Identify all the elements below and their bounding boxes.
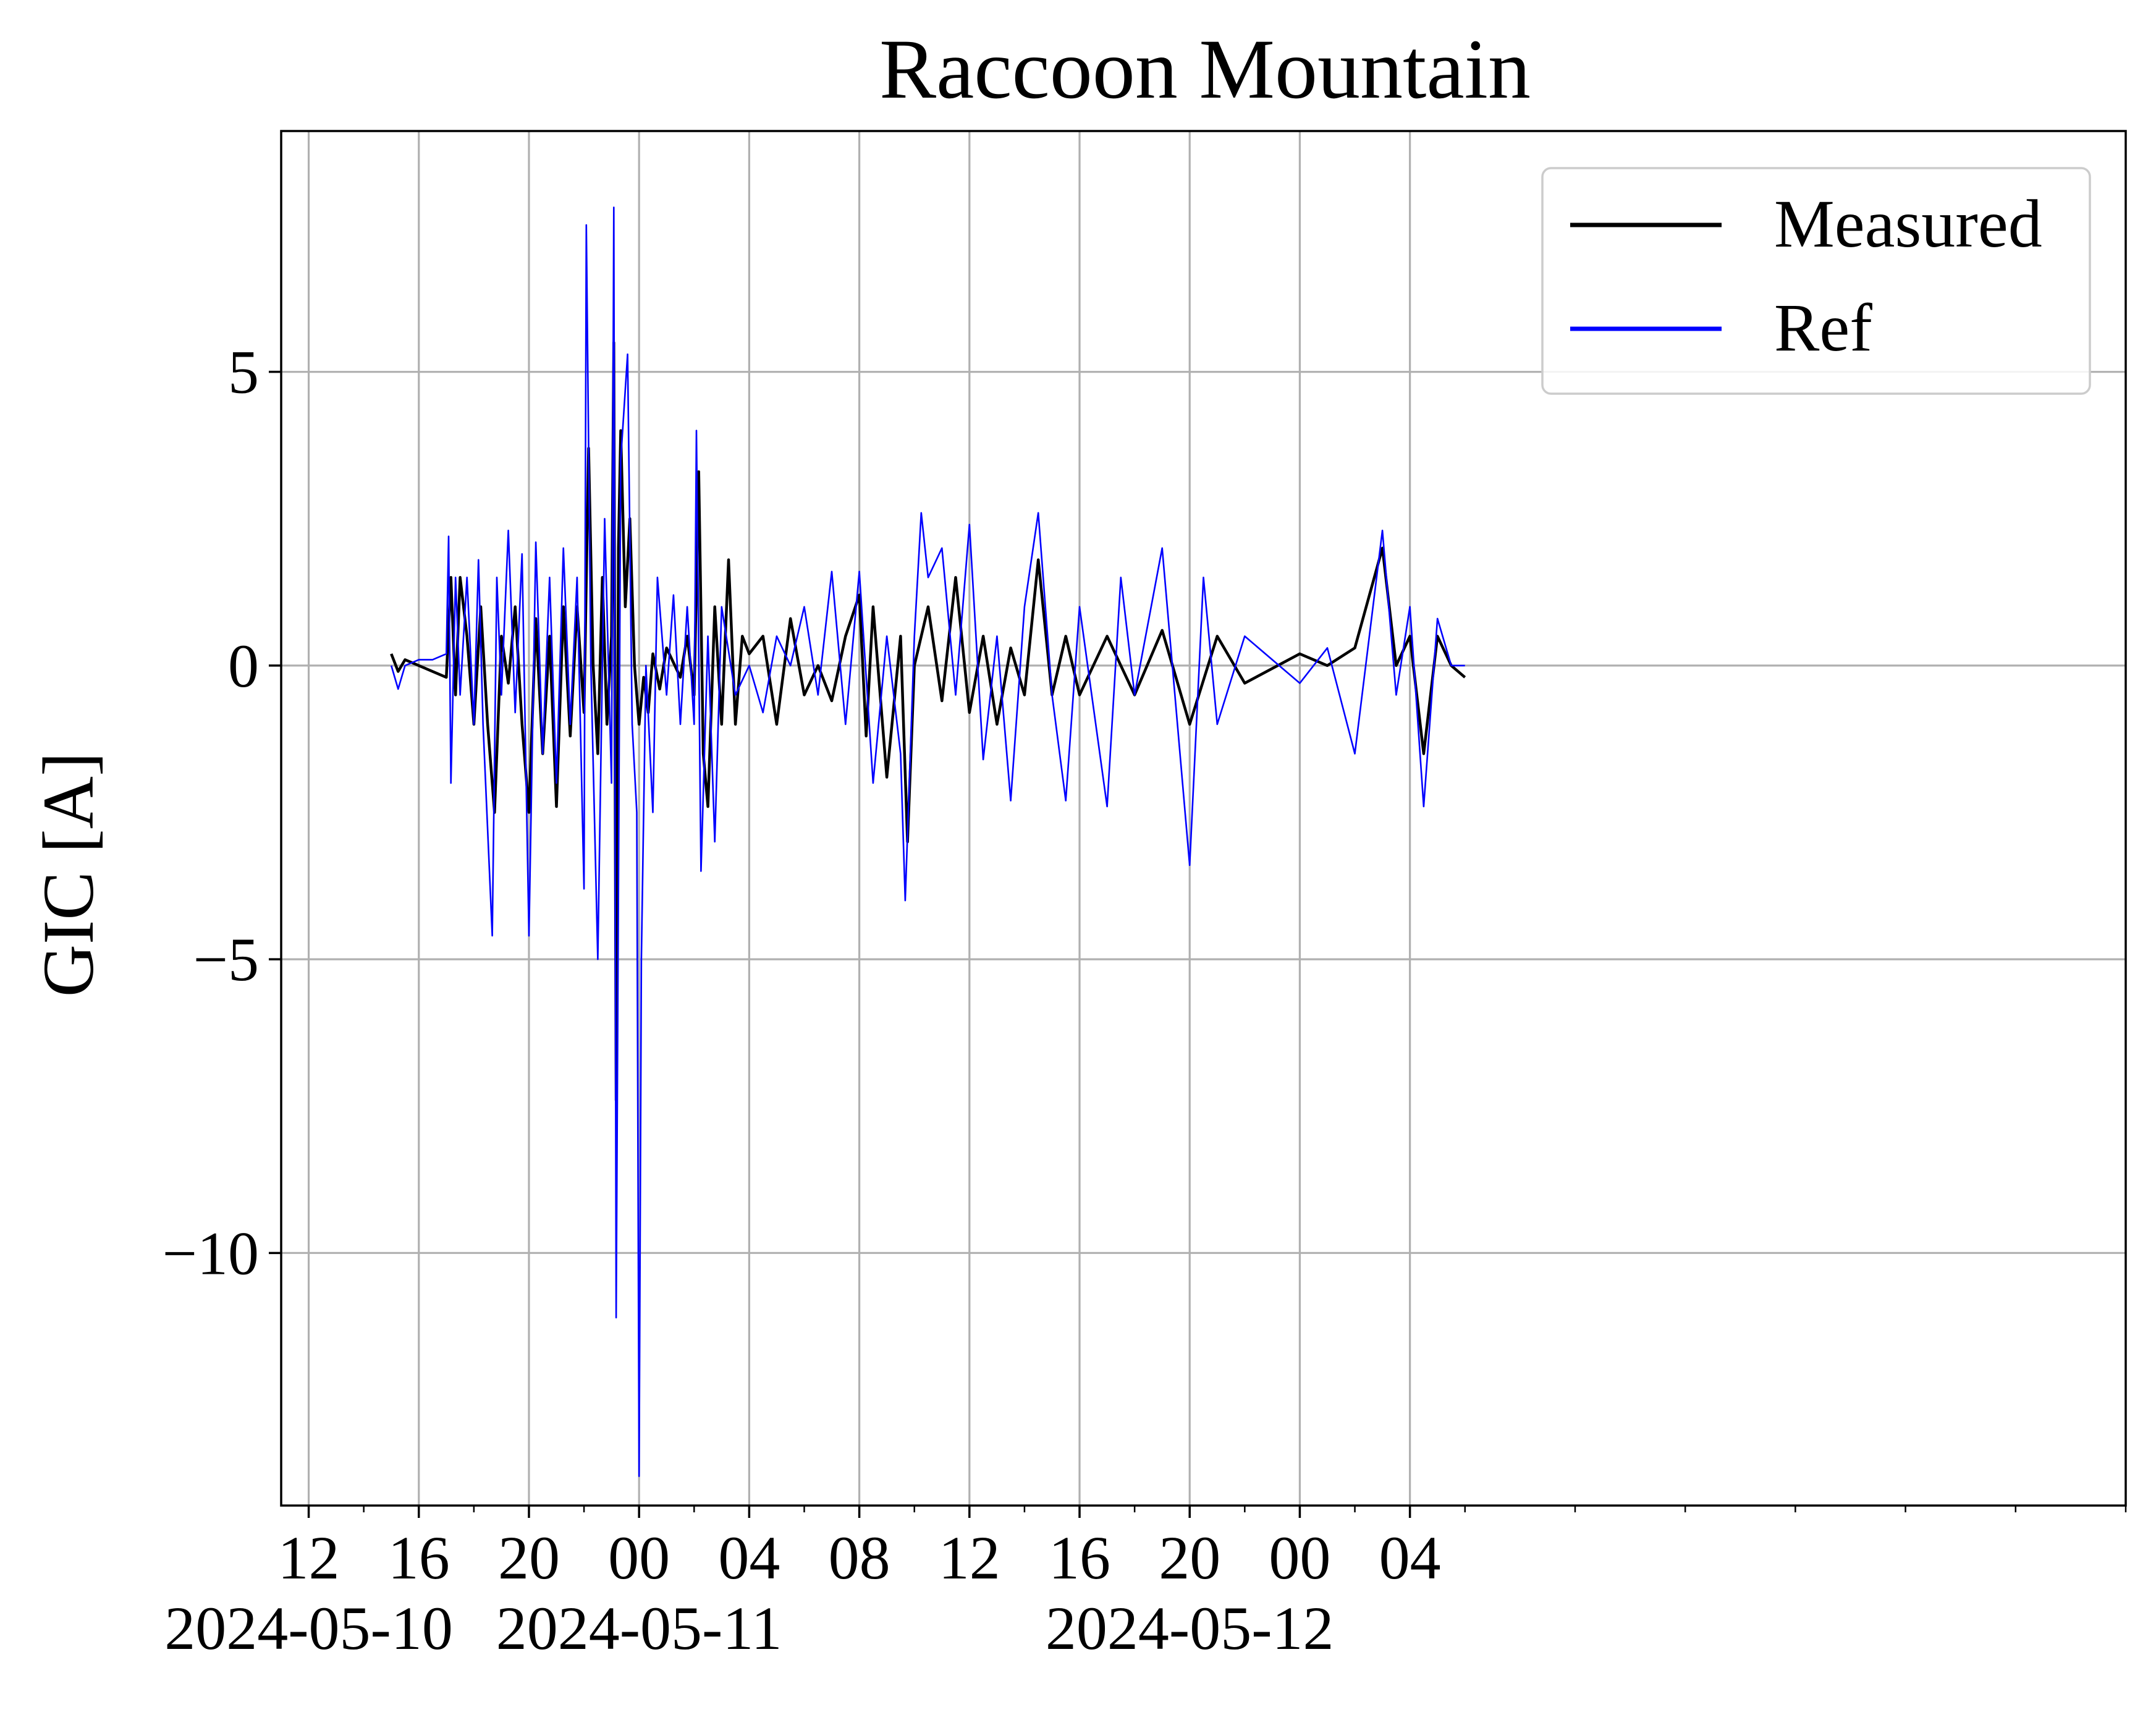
x-tick-label: 12 xyxy=(278,1523,340,1592)
legend: Measured Ref xyxy=(1541,167,2091,395)
x-tick-label: 00 xyxy=(1269,1523,1330,1592)
x-date-label: 2024-05-11 xyxy=(496,1594,782,1663)
x-tick-label: 16 xyxy=(388,1523,450,1592)
y-axis-label: GIC [A] xyxy=(28,752,109,998)
y-tick-label: −10 xyxy=(163,1219,259,1287)
plot-frame xyxy=(280,130,2127,1507)
x-tick-label: 16 xyxy=(1049,1523,1110,1592)
x-tick-label: 08 xyxy=(829,1523,890,1592)
y-tick-label: 5 xyxy=(228,338,259,407)
x-tick-label: 04 xyxy=(1379,1523,1441,1592)
legend-label-measured: Measured xyxy=(1774,186,2042,261)
x-date-label: 2024-05-10 xyxy=(164,1594,453,1663)
x-tick-label: 20 xyxy=(1159,1523,1220,1592)
grid-lines xyxy=(281,131,2126,1506)
legend-label-ref: Ref xyxy=(1774,290,1872,365)
x-tick-label: 00 xyxy=(608,1523,670,1592)
data-series xyxy=(390,206,1466,1477)
chart-title: Raccoon Mountain xyxy=(879,22,1531,116)
y-tick-label: −5 xyxy=(193,925,259,994)
x-tick-label: 20 xyxy=(498,1523,560,1592)
series-line-ref xyxy=(390,206,1465,1477)
x-date-label: 2024-05-12 xyxy=(1046,1594,1334,1663)
x-tick-label: 04 xyxy=(718,1523,780,1592)
y-tick-label: 0 xyxy=(228,632,259,700)
series-line-measured xyxy=(390,341,1466,1102)
x-tick-label: 12 xyxy=(939,1523,1000,1592)
